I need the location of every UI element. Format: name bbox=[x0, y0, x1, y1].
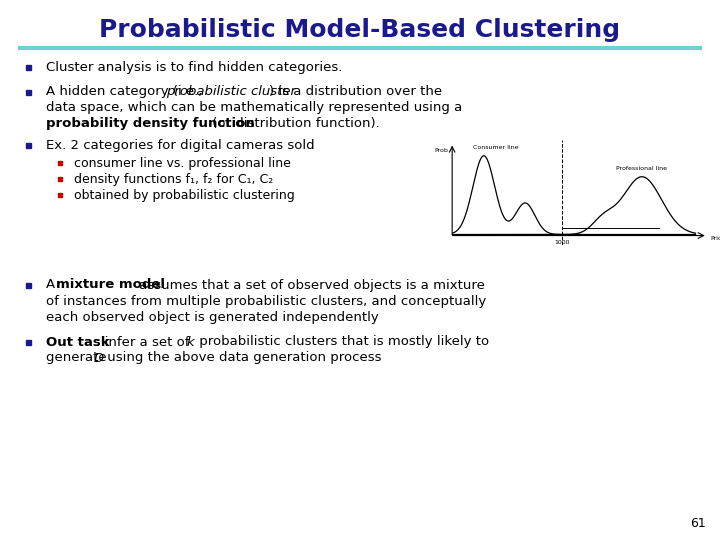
Text: each observed object is generated independently: each observed object is generated indepe… bbox=[46, 310, 379, 323]
Text: Probabilistic Model-Based Clustering: Probabilistic Model-Based Clustering bbox=[99, 18, 621, 42]
Bar bbox=[25, 90, 30, 94]
Text: mixture model: mixture model bbox=[56, 279, 165, 292]
Bar bbox=[58, 161, 62, 165]
Text: : infer a set of: : infer a set of bbox=[96, 335, 194, 348]
Text: probability density function: probability density function bbox=[46, 118, 255, 131]
Text: assumes that a set of observed objects is a mixture: assumes that a set of observed objects i… bbox=[135, 279, 485, 292]
Text: A: A bbox=[46, 279, 59, 292]
Text: data space, which can be mathematically represented using a: data space, which can be mathematically … bbox=[46, 102, 462, 114]
Text: Prob: Prob bbox=[435, 148, 449, 153]
Bar bbox=[58, 177, 62, 181]
Bar bbox=[25, 64, 30, 70]
Text: obtained by probabilistic clustering: obtained by probabilistic clustering bbox=[74, 188, 294, 201]
Text: k: k bbox=[187, 335, 194, 348]
Text: Consumer line: Consumer line bbox=[473, 145, 518, 151]
Text: 61: 61 bbox=[690, 517, 706, 530]
Bar bbox=[58, 193, 62, 197]
Bar bbox=[25, 282, 30, 287]
Text: probabilistic cluster: probabilistic cluster bbox=[166, 85, 296, 98]
Bar bbox=[25, 340, 30, 345]
Text: generate: generate bbox=[46, 352, 111, 365]
Text: density functions f₁, f₂ for C₁, C₂: density functions f₁, f₂ for C₁, C₂ bbox=[74, 172, 274, 186]
Text: A hidden category (i.e.,: A hidden category (i.e., bbox=[46, 85, 207, 98]
Text: 1000: 1000 bbox=[554, 240, 570, 245]
Text: using the above data generation process: using the above data generation process bbox=[103, 352, 382, 365]
Text: D: D bbox=[94, 352, 104, 365]
Text: consumer line vs. professional line: consumer line vs. professional line bbox=[74, 157, 291, 170]
Bar bbox=[25, 143, 30, 147]
Text: Ex. 2 categories for digital cameras sold: Ex. 2 categories for digital cameras sol… bbox=[46, 138, 315, 152]
Text: of instances from multiple probabilistic clusters, and conceptually: of instances from multiple probabilistic… bbox=[46, 294, 486, 307]
Text: Cluster analysis is to find hidden categories.: Cluster analysis is to find hidden categ… bbox=[46, 60, 343, 73]
Text: Professional line: Professional line bbox=[616, 166, 667, 172]
Text: (or distribution function).: (or distribution function). bbox=[208, 118, 379, 131]
Text: ) is a distribution over the: ) is a distribution over the bbox=[269, 85, 442, 98]
Text: Out task: Out task bbox=[46, 335, 109, 348]
Text: Price: Price bbox=[710, 236, 720, 241]
Text: probabilistic clusters that is mostly likely to: probabilistic clusters that is mostly li… bbox=[195, 335, 489, 348]
